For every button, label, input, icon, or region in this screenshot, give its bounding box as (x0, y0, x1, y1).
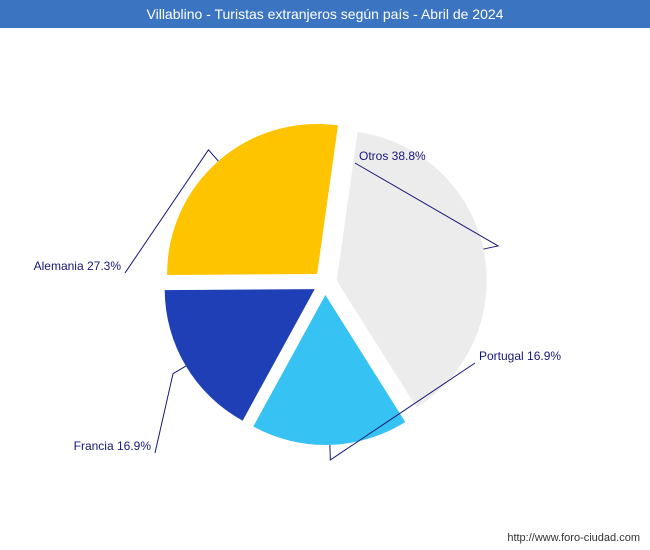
slice-label-alemania: Alemania 27.3% (34, 259, 122, 273)
pie-chart: Otros 38.8% Portugal 16.9% Francia 16.9% Al… (0, 28, 650, 520)
slice-label-portugal: Portugal 16.9% (479, 349, 561, 363)
footer-url: http://www.foro-ciudad.com (507, 532, 640, 544)
slice-label-otros: Otros 38.8% (359, 149, 426, 163)
leader-line (155, 366, 186, 453)
chart-title: Villablino - Turistas extranjeros según … (147, 6, 504, 22)
slice-label-francia: Francia 16.9% (74, 439, 152, 453)
pie-slice-alemania (167, 124, 338, 275)
chart-area: Otros 38.8% Portugal 16.9% Francia 16.9% Al… (0, 28, 650, 520)
chart-header: Villablino - Turistas extranjeros según … (0, 0, 650, 28)
